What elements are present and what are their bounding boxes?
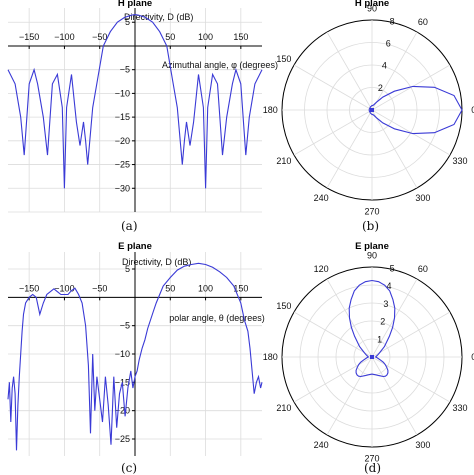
panel-d-center-marker [370, 355, 374, 359]
panel-b-angle-label: 300 [415, 193, 430, 203]
panel-c-y-tick-label: 5 [125, 264, 130, 274]
panel-c-x-tick-label: 50 [165, 283, 175, 293]
panel-d-spoke [293, 356, 373, 403]
panel-d-spoke [326, 356, 373, 436]
panel-d-r-tick-label: 2 [380, 317, 385, 327]
panel-a-y-tick-label: −5 [120, 65, 130, 75]
panel-b-series-line [368, 85, 463, 135]
panel-d-angle-label: 0 [471, 352, 474, 362]
panel-b-angle-label: 270 [364, 207, 379, 217]
panel-a-x-tick-label: −100 [54, 32, 74, 42]
panel-a-x-tick-label: 50 [165, 32, 175, 42]
panel-c-series-line [7, 262, 263, 451]
panel-c-ylabel: Directivity, D (dB) [122, 257, 191, 267]
panel-b-spoke [293, 64, 373, 111]
panel-a-series-line [7, 14, 263, 189]
panel-b-r-tick-label: 6 [386, 39, 391, 49]
panel-a-title: H plane [118, 0, 152, 9]
panel-d-spoke [293, 311, 373, 358]
panel-b-spoke [371, 109, 451, 156]
panel-d-r-tick-label: 3 [383, 299, 388, 309]
panel-c-x-tick-label: 150 [233, 283, 248, 293]
caption-a: (a) [121, 219, 138, 233]
panel-b-angle-label: 210 [276, 156, 291, 166]
panel-d-angle-label: 120 [314, 264, 329, 274]
panel-b-angle-label: 240 [314, 193, 329, 203]
caption-b: (b) [362, 219, 380, 233]
panel-b-center-marker [370, 108, 374, 112]
panel-b-angle-label: 330 [453, 156, 468, 166]
panel-d-angle-label: 330 [453, 403, 468, 413]
panel-b-spoke [326, 31, 373, 111]
panel-b-angle-label: 0 [471, 105, 474, 115]
panel-d-angle-label: 150 [276, 301, 291, 311]
panel-a-ylabel: Directivity, D (dB) [124, 12, 193, 22]
panel-a-xlabel: Azimuthal angle, φ (degrees) [162, 60, 278, 70]
panel-b-r-tick-label: 2 [378, 83, 383, 93]
panel-d-spoke [371, 356, 418, 436]
panel-d-angle-label: 180 [263, 352, 278, 362]
panel-d-r-tick-label: 5 [390, 263, 395, 273]
panel-a-y-tick-label: −15 [115, 112, 130, 122]
panel-d-angle-label: 240 [314, 440, 329, 450]
panel-d-r-tick-label: 4 [387, 281, 392, 291]
panel-c-x-tick-label: −100 [54, 283, 74, 293]
caption-c: (c) [121, 461, 138, 475]
panel-a-y-tick-label: −20 [115, 136, 130, 146]
panel-b-angle-label: 150 [276, 54, 291, 64]
panel-d-angle-label: 300 [415, 440, 430, 450]
panel-b-spoke [371, 31, 418, 111]
caption-d: (d) [364, 461, 382, 475]
panel-a-y-tick-label: 5 [125, 17, 130, 27]
panel-b-spoke [293, 109, 373, 156]
panel-b-title: H plane [355, 0, 389, 9]
panel-b-angle-label: 180 [263, 105, 278, 115]
panel-d-series-line [348, 279, 396, 378]
panel-c-x-tick-label: −50 [92, 283, 107, 293]
panel-d-angle-label: 90 [367, 250, 377, 260]
panel-d-angle-label: 270 [364, 454, 379, 464]
panel-c-y-tick-label: −10 [115, 349, 130, 359]
panel-b-spoke [326, 109, 373, 189]
panel-c-xlabel: polar angle, θ (degrees) [169, 313, 265, 323]
panel-d-title: E plane [355, 241, 389, 252]
panel-a-y-tick-label: −25 [115, 160, 130, 170]
panel-c-x-tick-label: 100 [198, 283, 213, 293]
panel-d-angle-label: 210 [276, 403, 291, 413]
panel-b-r-tick-label: 8 [390, 16, 395, 26]
panel-b-spoke [371, 64, 451, 111]
panel-a-x-tick-label: −150 [19, 32, 39, 42]
panel-a-y-tick-label: −10 [115, 88, 130, 98]
panel-b-spoke [371, 109, 418, 189]
panel-a-x-tick-label: 150 [233, 32, 248, 42]
panel-c-y-tick-label: −5 [120, 321, 130, 331]
panel-a-x-tick-label: −50 [92, 32, 107, 42]
panel-c-x-tick-label: −150 [19, 283, 39, 293]
panel-b-angle-label: 90 [367, 3, 377, 13]
panel-c-y-tick-label: −25 [115, 434, 130, 444]
panel-d-spoke [371, 311, 451, 358]
panel-c-title: E plane [118, 241, 152, 252]
panel-d-spoke [371, 356, 451, 403]
panel-a-x-tick-label: 100 [198, 32, 213, 42]
panel-d-angle-label: 60 [418, 264, 428, 274]
panel-b-r-tick-label: 4 [382, 61, 387, 71]
panel-c-y-tick-label: −20 [115, 406, 130, 416]
panel-b-angle-label: 60 [418, 17, 428, 27]
panel-d-r-tick-label: 1 [377, 334, 382, 344]
panel-a-y-tick-label: −30 [115, 183, 130, 193]
